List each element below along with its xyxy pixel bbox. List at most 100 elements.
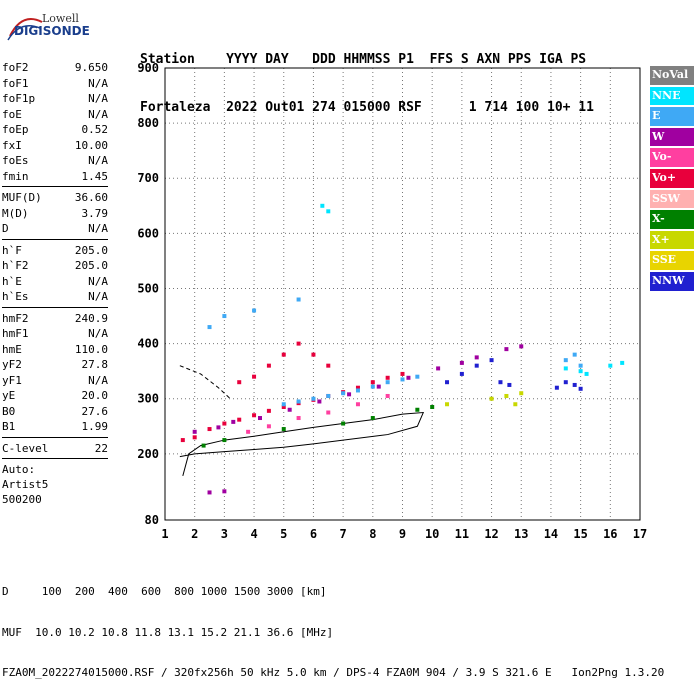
legend-item: NNW bbox=[650, 271, 694, 291]
data-point bbox=[370, 416, 375, 421]
data-point bbox=[519, 344, 524, 349]
data-point bbox=[474, 355, 479, 360]
data-point bbox=[385, 375, 390, 380]
footer-info: D 100 200 400 600 800 1000 1500 3000 [km… bbox=[2, 558, 664, 693]
x-tick-label: 17 bbox=[633, 527, 647, 541]
data-point bbox=[222, 314, 227, 319]
data-point bbox=[258, 416, 262, 421]
param-value: N/A bbox=[88, 327, 108, 340]
data-point bbox=[237, 380, 242, 385]
param-name: h`Es bbox=[2, 290, 29, 303]
legend-item: X- bbox=[650, 210, 694, 229]
legend-item: X+ bbox=[650, 230, 694, 250]
param-row: MUF(D) 36.60 bbox=[2, 190, 108, 206]
data-point bbox=[376, 384, 381, 389]
data-point bbox=[563, 358, 568, 363]
param-group-3: h`F 205.0 h`F2 205.0 h`E N/A h`Es N/A bbox=[2, 243, 108, 305]
divider bbox=[2, 186, 108, 187]
data-point bbox=[326, 410, 331, 415]
param-value: N/A bbox=[88, 76, 108, 90]
y-tick-label: 900 bbox=[137, 61, 159, 75]
param-row: foEs N/A bbox=[2, 153, 108, 169]
data-point bbox=[489, 358, 494, 363]
param-group-4: hmF2 240.9 hmF1 N/A hmE 110.0 yF2 27.8 yF1 N/A yE 2… bbox=[2, 311, 108, 435]
x-tick-label: 10 bbox=[425, 527, 439, 541]
x-tick-label: 13 bbox=[514, 527, 528, 541]
data-point bbox=[430, 405, 435, 409]
param-row: fmin 1.45 bbox=[2, 169, 108, 185]
param-value: 22 bbox=[94, 441, 108, 455]
data-point bbox=[266, 363, 271, 368]
data-point bbox=[578, 386, 583, 391]
param-name: h`E bbox=[2, 274, 22, 288]
data-point bbox=[207, 427, 212, 432]
polarization-legend: NoVal NNE E W Vo- Vo+ SSW X- X+ SSE NNW bbox=[650, 66, 694, 293]
data-point bbox=[252, 308, 257, 313]
param-name: hmF2 bbox=[2, 311, 29, 325]
data-point bbox=[237, 417, 242, 422]
legend-item: SSE bbox=[650, 251, 694, 270]
legend-item: Vo- bbox=[650, 148, 694, 167]
param-row: h`Es N/A bbox=[2, 289, 108, 305]
data-point bbox=[498, 380, 503, 385]
divider bbox=[2, 238, 108, 240]
param-name: hmE bbox=[2, 342, 22, 356]
data-point bbox=[326, 209, 331, 214]
param-row: fxI 10.00 bbox=[2, 138, 108, 154]
param-row: D N/A bbox=[2, 221, 108, 237]
param-value: 205.0 bbox=[74, 259, 108, 272]
data-point bbox=[296, 399, 301, 404]
param-name: D bbox=[2, 222, 9, 235]
param-row: foF1 N/A bbox=[2, 76, 108, 92]
legend-item: NoVal bbox=[650, 66, 694, 85]
param-name: hmF1 bbox=[2, 327, 29, 340]
param-value: 36.60 bbox=[74, 191, 108, 204]
x-tick-label: 6 bbox=[310, 527, 317, 541]
param-value: N/A bbox=[88, 290, 108, 303]
data-point bbox=[281, 352, 286, 357]
data-point bbox=[436, 366, 441, 371]
dashed-trace bbox=[179, 365, 231, 400]
data-point bbox=[216, 425, 221, 430]
data-point bbox=[287, 407, 292, 412]
legend-item: Vo+ bbox=[650, 168, 694, 188]
y-tick-label: 700 bbox=[137, 171, 159, 185]
header-values: Fortaleza 2022 Out01 274 015000 RSF 1 71… bbox=[140, 100, 594, 115]
x-tick-label: 8 bbox=[369, 527, 376, 541]
data-point bbox=[513, 402, 518, 407]
param-row: yF1 N/A bbox=[2, 373, 108, 389]
param-name: foEp bbox=[2, 123, 29, 136]
data-point bbox=[347, 392, 352, 397]
data-point bbox=[341, 391, 346, 396]
data-point bbox=[385, 380, 390, 385]
data-point bbox=[563, 366, 568, 371]
divider bbox=[2, 436, 108, 438]
param-row: yE 20.0 bbox=[2, 388, 108, 404]
x-tick-label: 2 bbox=[191, 527, 198, 541]
data-point bbox=[400, 371, 405, 376]
param-row: B1 1.99 bbox=[2, 419, 108, 435]
data-point bbox=[192, 435, 197, 440]
data-point bbox=[296, 297, 301, 302]
param-name: h`F2 bbox=[2, 259, 29, 272]
y-tick-label: 200 bbox=[137, 447, 159, 461]
legend-item: W bbox=[650, 127, 694, 147]
param-value: 0.52 bbox=[81, 123, 109, 136]
param-value: N/A bbox=[88, 373, 108, 387]
auto-program: Artist5 bbox=[2, 478, 49, 491]
param-name: foEs bbox=[2, 154, 29, 167]
y-tick-label: 500 bbox=[137, 281, 159, 295]
param-value: 27.8 bbox=[81, 358, 109, 371]
data-point bbox=[445, 402, 450, 407]
data-point bbox=[608, 363, 613, 368]
param-value: N/A bbox=[88, 274, 108, 288]
param-name: foF1p bbox=[2, 92, 36, 105]
data-point bbox=[222, 421, 227, 426]
legend-item: E bbox=[650, 107, 694, 126]
param-row: C-level 22 bbox=[2, 441, 108, 457]
data-point bbox=[507, 382, 512, 387]
autoscaling-info: Auto: Artist5 500200 bbox=[2, 462, 108, 507]
param-row: hmE 110.0 bbox=[2, 342, 108, 358]
x-tick-label: 15 bbox=[573, 527, 587, 541]
data-point bbox=[296, 416, 301, 421]
